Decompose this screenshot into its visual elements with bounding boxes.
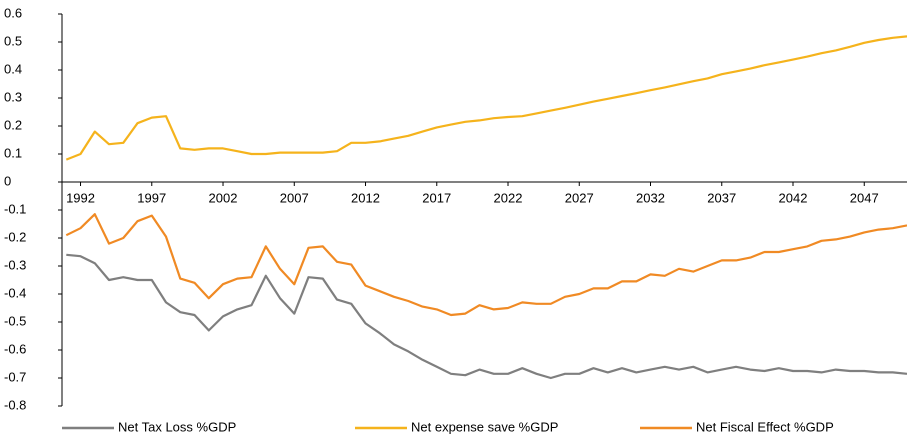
y-tick-label: -0.8 (4, 397, 26, 412)
x-tick-label: 2027 (565, 190, 594, 205)
x-tick-label: 2017 (422, 190, 451, 205)
x-tick-label: 2012 (351, 190, 380, 205)
y-tick-label: 0.4 (4, 61, 22, 76)
y-tick-label: -0.7 (4, 369, 26, 384)
y-tick-label: 0.5 (4, 33, 22, 48)
y-tick-label: -0.4 (4, 285, 26, 300)
series-line (65, 35, 907, 161)
x-tick-label: 2022 (494, 190, 523, 205)
x-tick-label: 2032 (636, 190, 665, 205)
y-tick-label: 0 (4, 173, 11, 188)
y-tick-label: 0.6 (4, 5, 22, 20)
y-tick-label: 0.3 (4, 89, 22, 104)
y-tick-label: -0.1 (4, 201, 26, 216)
series-line (65, 213, 907, 317)
y-tick-label: -0.2 (4, 229, 26, 244)
x-tick-label: 1992 (66, 190, 95, 205)
y-tick-label: 0.1 (4, 145, 22, 160)
y-tick-label: -0.5 (4, 313, 26, 328)
x-tick-label: 2042 (779, 190, 808, 205)
x-tick-label: 2002 (209, 190, 238, 205)
x-tick-label: 1997 (137, 190, 166, 205)
x-tick-label: 2047 (850, 190, 879, 205)
x-tick-label: 2007 (280, 190, 309, 205)
y-tick-label: 0.2 (4, 117, 22, 132)
y-tick-label: -0.6 (4, 341, 26, 356)
x-tick-label: 2037 (707, 190, 736, 205)
y-tick-label: -0.3 (4, 257, 26, 272)
legend-label: Net Fiscal Effect %GDP (696, 419, 834, 434)
legend-label: Net expense save %GDP (411, 419, 558, 434)
series-line (66, 253, 907, 380)
legend-label: Net Tax Loss %GDP (118, 419, 236, 434)
